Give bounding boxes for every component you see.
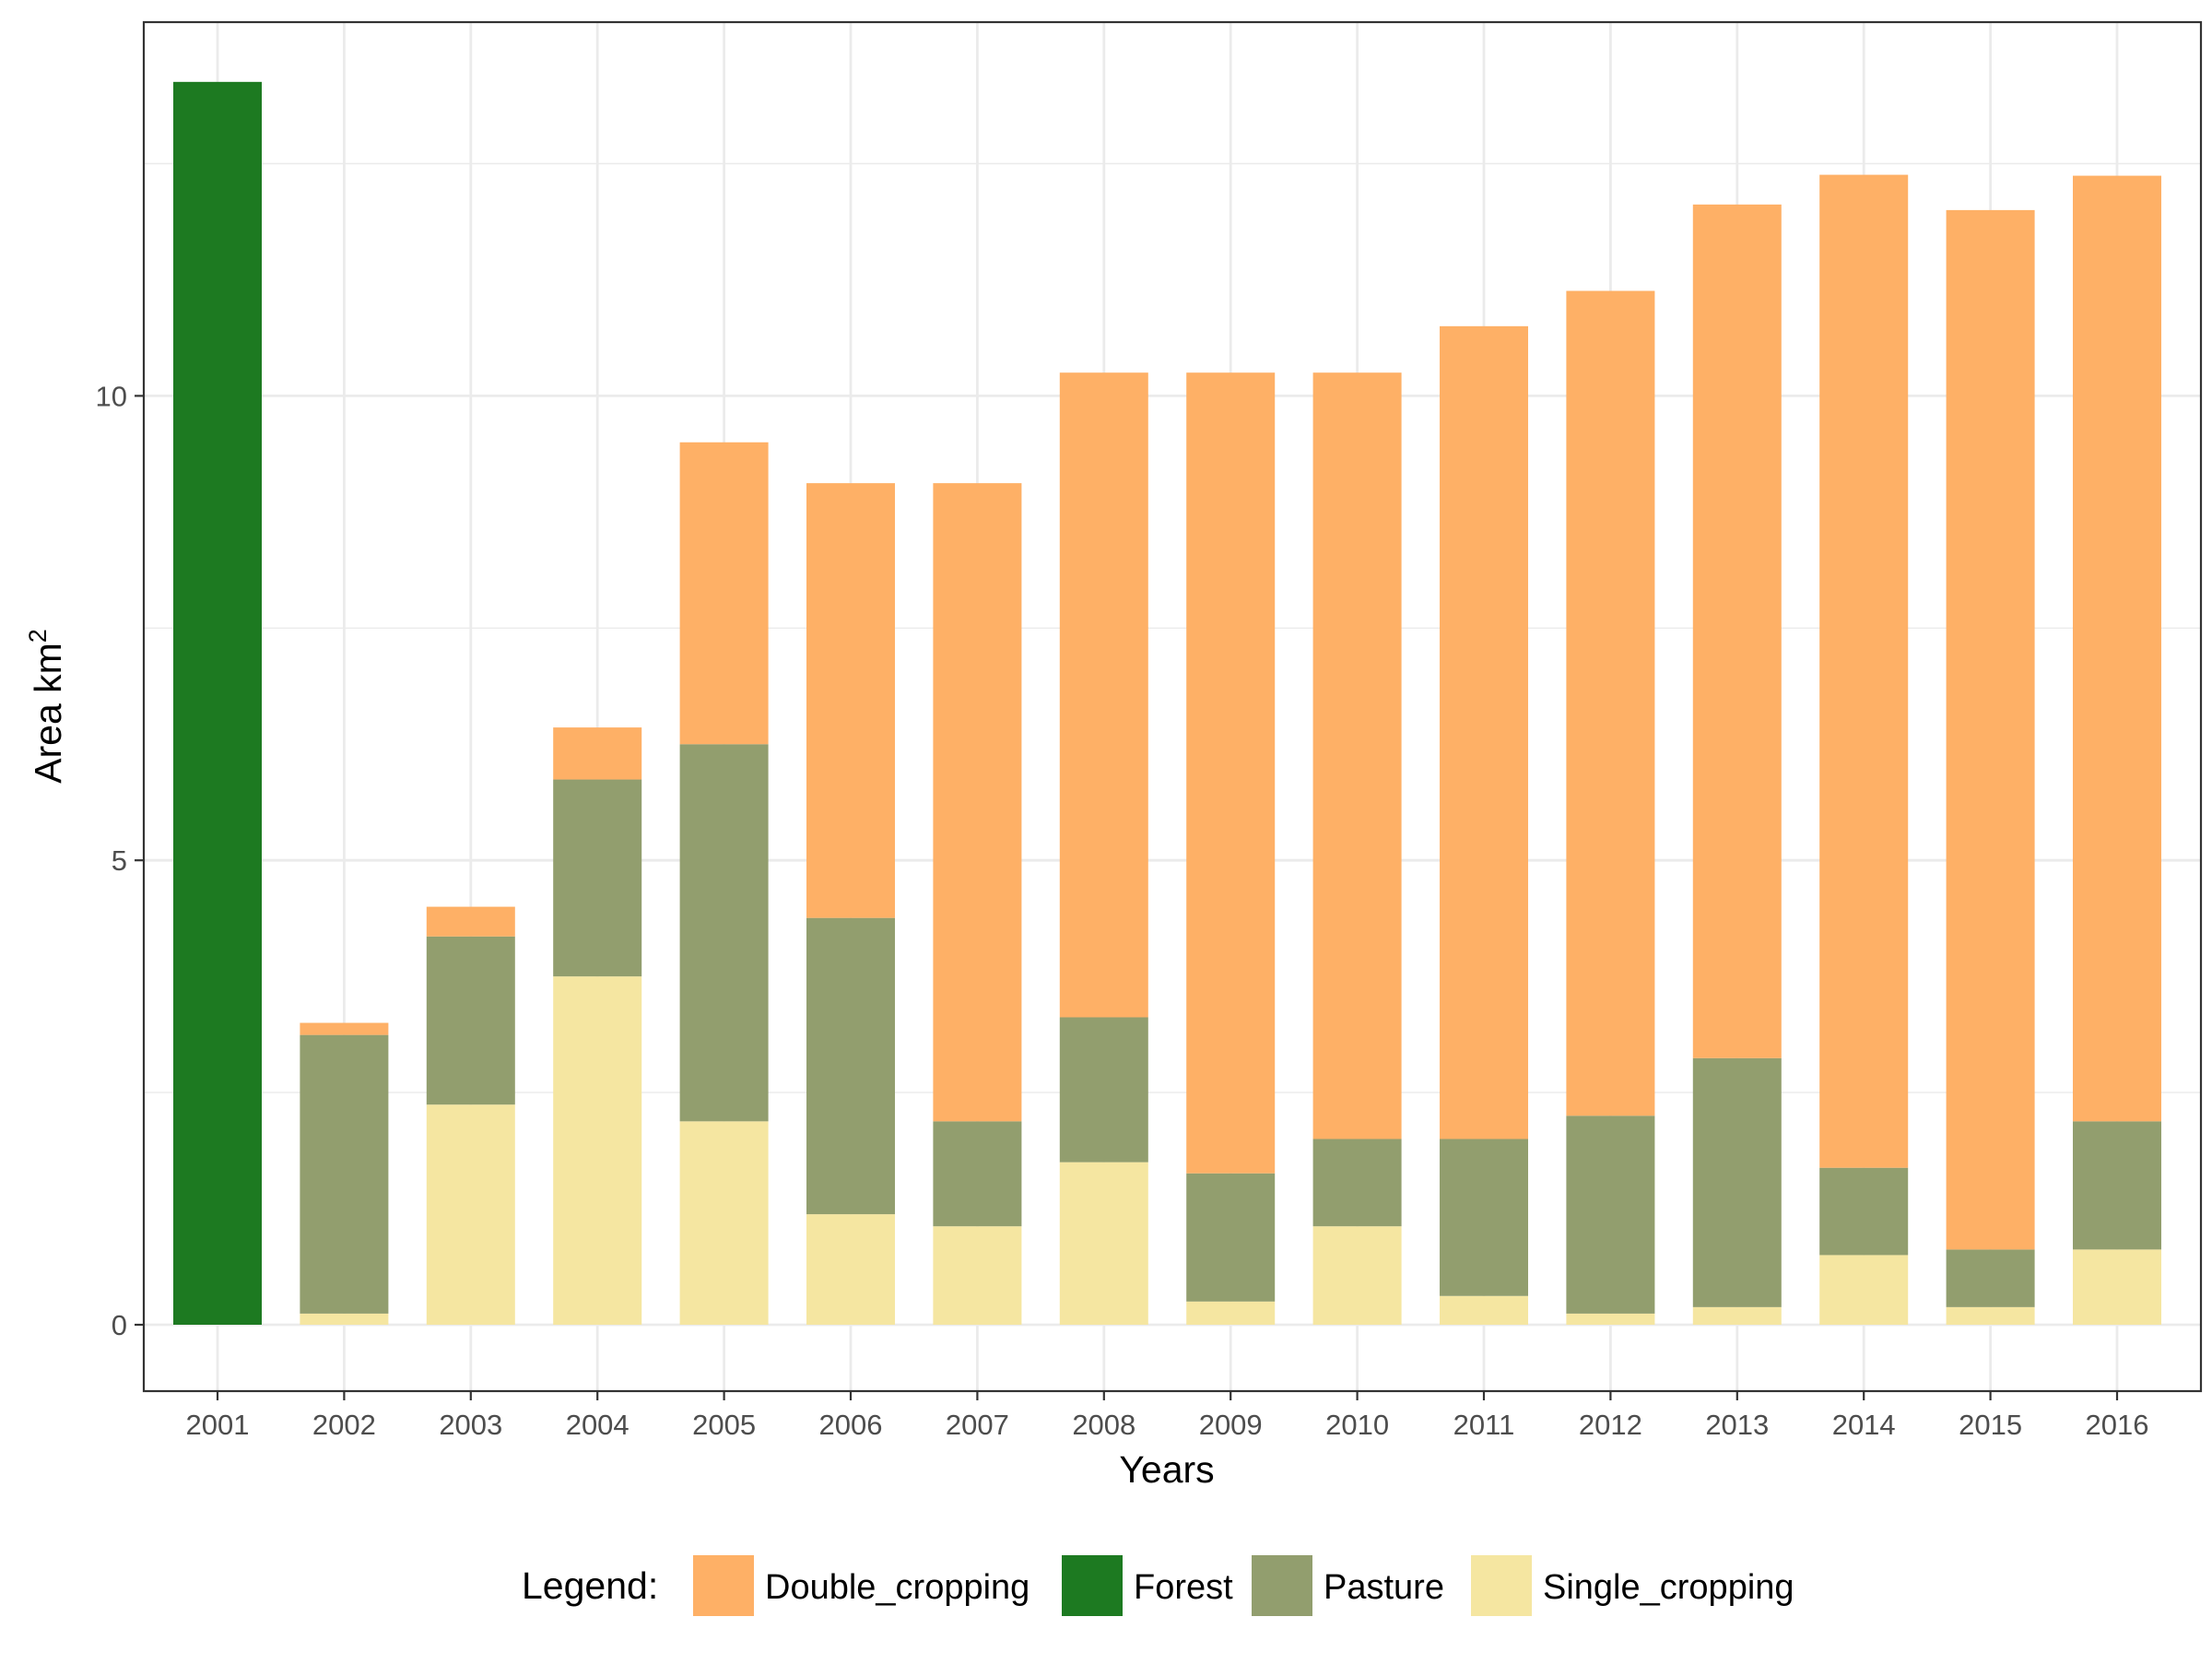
x-axis-title: Years [1119,1448,1214,1491]
bar-pasture-2011 [1440,1139,1528,1296]
bar-pasture-2007 [933,1121,1022,1227]
bar-single-cropping-2004 [553,976,642,1325]
x-tick-label: 2007 [946,1409,1009,1441]
x-tick-label: 2012 [1579,1409,1642,1441]
bar-double-cropping-2014 [1819,174,1909,1168]
bar-double-cropping-2009 [1186,372,1276,1174]
x-tick-label: 2002 [312,1409,376,1441]
bar-double-cropping-2006 [806,483,895,918]
bar-double-cropping-2002 [300,1022,389,1035]
x-tick-label: 2016 [2086,1409,2149,1441]
bar-pasture-2002 [300,1034,389,1314]
bar-pasture-2013 [1692,1057,1782,1307]
y-tick-label: 0 [112,1309,127,1341]
x-tick-label: 2005 [692,1409,756,1441]
x-tick-label: 2001 [186,1409,250,1441]
x-tick-label: 2006 [819,1409,883,1441]
bar-double-cropping-2004 [553,727,642,780]
x-tick-label: 2013 [1705,1409,1769,1441]
legend: Legend: Double_cropping Forest Pasture Singl… [522,1555,1794,1616]
bar-single-cropping-2003 [426,1104,515,1325]
bar-single-cropping-2007 [933,1226,1022,1325]
bar-single-cropping-2014 [1819,1255,1909,1325]
bar-pasture-2004 [553,779,642,977]
legend-key-swatch [693,1555,754,1616]
x-tick-label: 2008 [1072,1409,1135,1441]
legend-item-double-cropping: Double_cropping [693,1555,1030,1616]
x-tick-label: 2004 [566,1409,629,1441]
legend-item-forest: Forest [1062,1555,1233,1616]
bar-single-cropping-2002 [300,1313,389,1325]
legend-label: Forest [1134,1568,1233,1607]
bars [173,81,2161,1326]
y-axis-title-main: Area km [27,643,69,784]
bar-double-cropping-2012 [1566,290,1655,1116]
legend-label: Single_cropping [1543,1568,1794,1607]
bar-pasture-2010 [1312,1139,1402,1227]
bar-single-cropping-2016 [2073,1249,2161,1325]
legend-key-swatch [1471,1555,1532,1616]
legend-item-pasture: Pasture [1252,1555,1444,1616]
legend-label: Pasture [1324,1568,1444,1607]
bar-pasture-2008 [1059,1017,1148,1162]
bar-single-cropping-2013 [1692,1306,1782,1325]
legend-key-swatch [1252,1555,1312,1616]
bar-single-cropping-2011 [1440,1295,1528,1325]
bar-forest-2001 [173,81,262,1326]
bar-pasture-2005 [679,744,769,1122]
y-tick-label: 5 [112,844,127,877]
x-tick-label: 2009 [1199,1409,1263,1441]
bar-double-cropping-2010 [1312,372,1402,1139]
bar-pasture-2016 [2073,1121,2161,1250]
bar-pasture-2012 [1566,1115,1655,1314]
bar-single-cropping-2015 [1946,1306,2035,1325]
bar-double-cropping-2013 [1692,204,1782,1058]
bar-single-cropping-2009 [1186,1301,1276,1325]
y-axis-title-superscript: 2 [24,629,52,643]
bar-double-cropping-2003 [426,906,515,937]
axes: 0 5 10 2001 2002 2003 2004 2005 2006 2007 2008 2009… [96,380,2149,1441]
bar-double-cropping-2016 [2073,175,2161,1122]
bar-pasture-2006 [806,917,895,1215]
legend-label: Double_cropping [765,1568,1030,1607]
y-axis-title: Area km2 [24,629,69,784]
bar-pasture-2015 [1946,1249,2035,1307]
bar-single-cropping-2005 [679,1121,769,1325]
x-tick-label: 2015 [1959,1409,2022,1441]
legend-item-single-cropping: Single_cropping [1471,1555,1794,1616]
bar-pasture-2003 [426,936,515,1105]
bar-pasture-2009 [1186,1173,1276,1302]
bar-single-cropping-2010 [1312,1226,1402,1325]
plot-border [142,20,2203,1393]
x-tick-label: 2010 [1325,1409,1389,1441]
bar-double-cropping-2007 [933,483,1022,1122]
bar-double-cropping-2005 [679,442,769,745]
legend-title: Legend: [522,1564,658,1607]
x-tick-label: 2011 [1453,1409,1515,1441]
bar-single-cropping-2008 [1059,1162,1148,1325]
bar-double-cropping-2015 [1946,209,2035,1250]
y-tick-label: 10 [96,380,127,412]
bar-double-cropping-2011 [1440,325,1528,1139]
bar-single-cropping-2012 [1566,1313,1655,1325]
bar-single-cropping-2006 [806,1214,895,1325]
x-tick-label: 2003 [439,1409,502,1441]
bar-double-cropping-2008 [1059,372,1148,1018]
bar-pasture-2014 [1819,1167,1909,1256]
legend-key-swatch [1062,1555,1123,1616]
x-tick-label: 2014 [1832,1409,1896,1441]
